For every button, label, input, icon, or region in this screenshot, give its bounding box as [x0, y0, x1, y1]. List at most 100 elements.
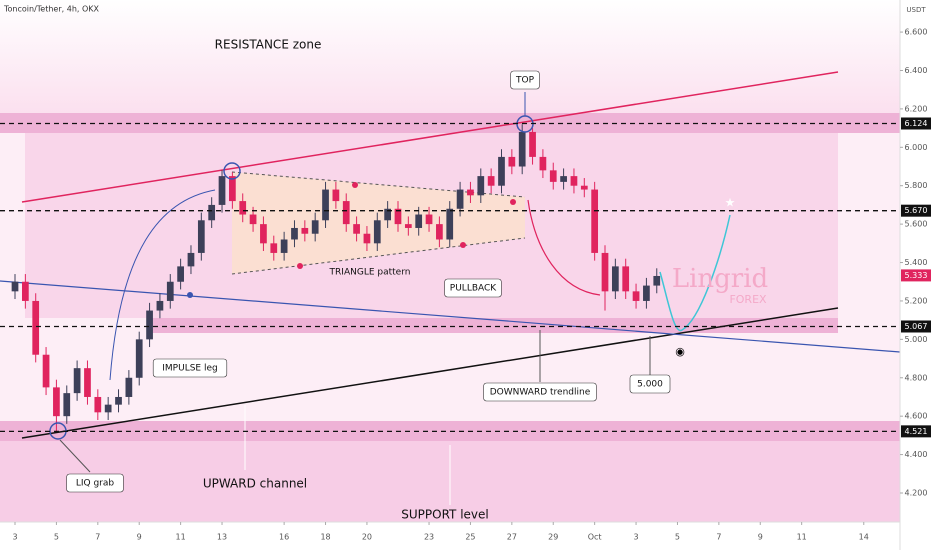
annotation: PULLBACK [450, 284, 498, 294]
candle-body [653, 275, 661, 286]
y-tick-label: 6.000 [905, 143, 928, 152]
candle-body [301, 227, 309, 234]
x-tick-label: 11 [176, 533, 186, 542]
x-tick-label: 11 [797, 533, 807, 542]
circle-marker [223, 162, 241, 180]
candle-body [115, 396, 122, 405]
level-tag [901, 320, 931, 333]
point-marker [510, 199, 516, 205]
x-tick-label: 5 [675, 533, 680, 542]
candle-body [456, 189, 464, 209]
connector [59, 439, 91, 473]
eye-icon: ◉ [675, 345, 685, 358]
x-tick-label: 16 [279, 533, 289, 542]
candle-body [239, 201, 247, 215]
y-tick-label: 5.400 [905, 258, 928, 267]
candle-body [146, 310, 153, 340]
candle-body [415, 214, 423, 228]
candle-body [404, 224, 412, 228]
annotation: IMPULSE leg [162, 364, 217, 374]
annotation: 5.000 [637, 380, 663, 390]
x-tick-label: 3 [12, 533, 17, 542]
candle-body [125, 377, 133, 397]
x-tick-label: 18 [320, 533, 330, 542]
candle-body [63, 393, 71, 417]
y-tick-label: 6.400 [905, 66, 928, 75]
candle-body [436, 224, 443, 240]
candle-body [384, 208, 392, 221]
x-tick-label: 20 [362, 533, 372, 542]
candle-body [322, 189, 329, 221]
candle-body [53, 387, 60, 417]
candle-body [42, 354, 50, 388]
candle-body [156, 300, 164, 311]
candle-body [208, 204, 216, 221]
x-tick-label: 5 [54, 533, 59, 542]
candle-body [218, 176, 226, 205]
candle-body [518, 131, 526, 167]
annotation-box [510, 70, 540, 90]
y-tick-label: 5.000 [905, 335, 928, 344]
level-label: 6.124 [905, 119, 928, 128]
downward-trendline [0, 280, 901, 353]
y-tick-label: 4.200 [905, 489, 928, 498]
y-tick-label: 6.600 [905, 28, 928, 37]
candle-body [94, 396, 102, 413]
candle-body [135, 339, 143, 378]
annotation: TOP [515, 76, 535, 86]
currency-label: USDT [906, 6, 926, 14]
candle-body [32, 300, 40, 355]
level-tag [901, 117, 931, 130]
annotation-box [66, 473, 124, 493]
y-tick-label: 5.800 [905, 181, 928, 190]
candle-body [570, 176, 578, 186]
annotation: UPWARD channel [203, 477, 307, 491]
candle-body [166, 281, 174, 301]
candle-body [73, 368, 81, 394]
candle-body [332, 189, 340, 202]
x-tick-label: 29 [548, 533, 558, 542]
x-tick-label: 7 [95, 533, 100, 542]
annotation: DOWNWARD trendline [490, 388, 591, 398]
candle-body [342, 201, 350, 225]
y-tick-label: 4.600 [905, 412, 928, 421]
candle-body [632, 291, 640, 301]
level-tag [901, 204, 931, 217]
annotation: RESISTANCE zone [215, 38, 322, 52]
candle-body [363, 233, 371, 244]
x-tick-label: 9 [758, 533, 763, 542]
time-axis [0, 522, 900, 550]
lower-channel [21, 307, 839, 439]
candle-body [311, 220, 319, 234]
candle-body [197, 220, 205, 253]
annotation-box [629, 374, 671, 394]
impulse-arrow [109, 189, 216, 381]
triangle-lower [231, 237, 526, 275]
candle-body [373, 220, 381, 244]
candle-body [187, 252, 195, 267]
level-tag [901, 425, 931, 438]
candle-body [446, 208, 454, 240]
last-price-label: 5.333 [905, 271, 928, 280]
y-tick-label: 4.400 [905, 450, 928, 459]
candle-body [353, 224, 360, 234]
candle-body [84, 368, 91, 397]
level-label: 5.670 [905, 206, 928, 215]
forecast-path [659, 214, 731, 331]
upper-channel [21, 71, 839, 203]
candle-body [249, 214, 257, 225]
y-tick-label: 5.600 [905, 220, 928, 229]
candle-body [498, 156, 505, 186]
last-price-tag [901, 269, 931, 282]
point-marker [460, 242, 466, 248]
candle-body [580, 185, 588, 190]
candle-body [591, 189, 599, 253]
annotation: LIQ grab [76, 479, 115, 489]
candle-body [508, 156, 516, 167]
candle-body [477, 176, 485, 196]
x-tick-label: 9 [137, 533, 142, 542]
candle-body [21, 281, 29, 301]
level-label: 5.067 [905, 322, 928, 331]
candle-body [11, 281, 19, 292]
